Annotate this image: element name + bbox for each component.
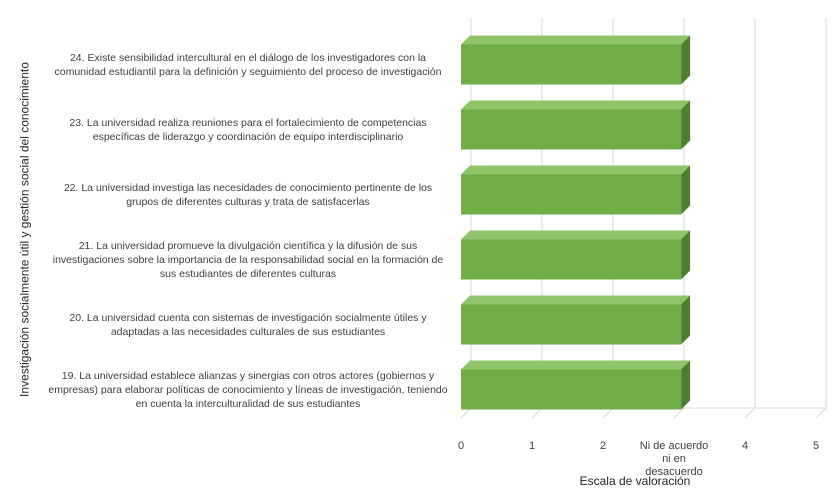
bar [461,239,682,280]
x-tick-label: Ni de acuerdo ni en desacuerdo [639,440,709,478]
x-tick-label: 1 [528,440,536,452]
bar-side [681,295,691,345]
x-tick-label: 2 [599,440,607,452]
bar-side [681,165,691,215]
y-tick-label: 20. La universidad cuenta con sistemas d… [69,311,427,338]
bar [461,44,682,85]
y-tick-label: 19. La universidad establece alianzas y … [48,369,448,410]
x-tick-label: 5 [812,440,820,452]
bar-side [681,360,691,410]
y-axis-label: Investigación socialmente útil y gestión… [17,62,32,397]
grid-line [815,18,827,419]
bar-side [681,100,691,150]
x-tick-label: 4 [741,440,749,452]
bar-top [461,230,691,240]
bar-top [461,295,691,305]
grid-line [744,18,756,419]
bar [461,304,682,345]
bar-top [461,100,691,110]
bar-top [461,360,691,370]
x-tick-label: 0 [457,440,465,452]
bar-side [681,35,691,85]
bar [461,369,682,410]
bar-side [681,230,691,280]
x-axis-label: Escala de valoración [579,474,691,488]
y-tick-label: 22. La universidad investiga las necesid… [63,181,433,208]
bar [461,174,682,215]
y-tick-label: 24. Existe sensibilidad intercultural en… [54,51,442,78]
bar-top [461,165,691,175]
bar-top [461,35,691,45]
y-tick-label: 23. La universidad realiza reuniones par… [69,116,427,143]
bar [461,109,682,150]
y-tick-label: 21. La universidad promueve la divulgaci… [52,239,444,280]
